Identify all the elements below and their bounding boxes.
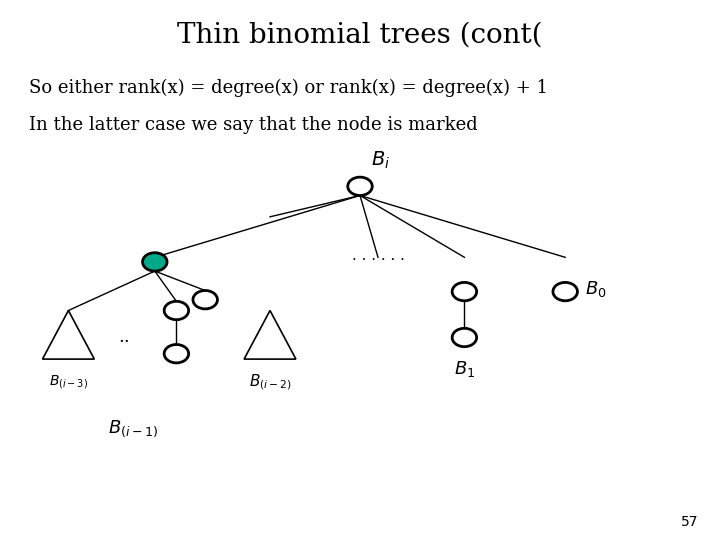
Text: So either rank(x) = degree(x) or rank(x) = degree(x) + 1: So either rank(x) = degree(x) or rank(x)… xyxy=(29,78,548,97)
Text: $B_{(i-2)}$: $B_{(i-2)}$ xyxy=(248,373,292,392)
Circle shape xyxy=(164,345,189,363)
Circle shape xyxy=(348,177,372,195)
Text: $B_1$: $B_1$ xyxy=(454,359,475,379)
Circle shape xyxy=(193,291,217,309)
Text: Thin binomial trees (cont(: Thin binomial trees (cont( xyxy=(177,22,543,49)
Text: $B_{(i-1)}$: $B_{(i-1)}$ xyxy=(108,418,158,439)
Circle shape xyxy=(452,328,477,347)
Text: $B_0$: $B_0$ xyxy=(585,279,606,299)
Text: ..: .. xyxy=(118,328,130,347)
Text: . . . . . .: . . . . . . xyxy=(351,249,405,264)
Text: $B_{(i-3)}$: $B_{(i-3)}$ xyxy=(49,373,88,390)
Circle shape xyxy=(143,253,167,271)
Circle shape xyxy=(164,301,189,320)
Circle shape xyxy=(452,282,477,301)
Text: $B_i$: $B_i$ xyxy=(371,150,390,171)
Circle shape xyxy=(553,282,577,301)
Text: In the latter case we say that the node is marked: In the latter case we say that the node … xyxy=(29,116,477,134)
Text: 57: 57 xyxy=(681,515,698,529)
